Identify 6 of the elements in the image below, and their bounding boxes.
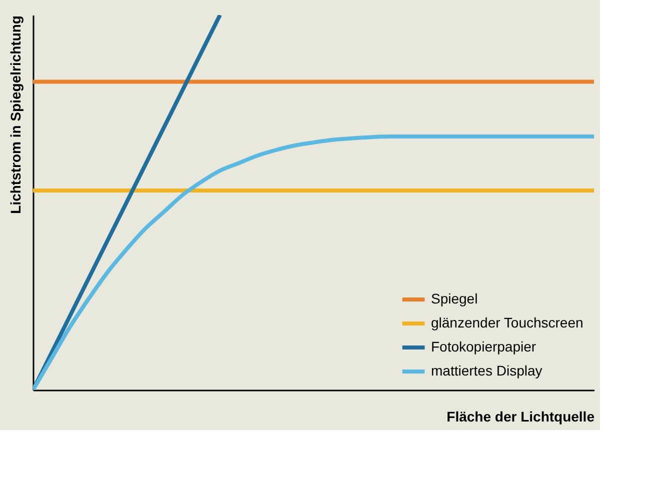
legend-label: glänzender Touchscreen xyxy=(431,314,584,330)
legend-label: mattiertes Display xyxy=(431,362,542,378)
legend-label: Fotokopierpapier xyxy=(431,338,536,354)
legend-label: Spiegel xyxy=(431,290,478,306)
y-axis-title: Lichtstrom in Spiegelrichtung xyxy=(8,16,24,214)
x-axis-title: Fläche der Lichtquelle xyxy=(446,408,595,424)
